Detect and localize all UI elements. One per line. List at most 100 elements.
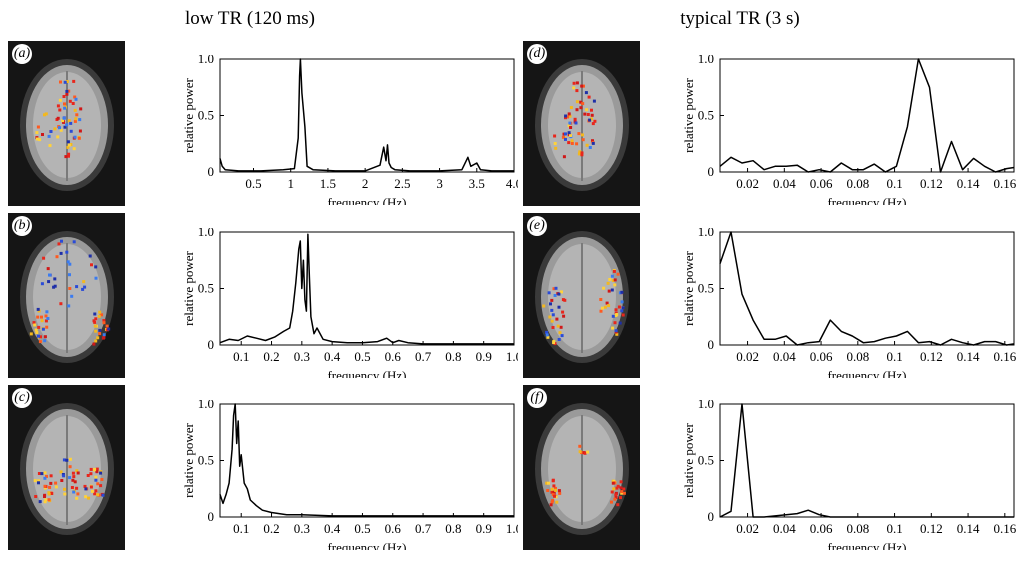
activation-voxel (98, 332, 102, 336)
activation-voxel (573, 117, 577, 121)
x-axis-label: frequency (Hz) (827, 540, 906, 550)
activation-voxel (559, 325, 563, 329)
activation-voxel (67, 89, 71, 93)
activation-voxel (65, 80, 69, 83)
activation-voxel (613, 321, 617, 325)
activation-voxel (557, 292, 561, 296)
activation-voxel (617, 305, 621, 309)
activation-voxel (591, 139, 594, 143)
activation-voxel (44, 319, 48, 323)
y-tick-label: 0.5 (698, 453, 714, 468)
activation-voxel (63, 106, 67, 110)
x-axis-label: frequency (Hz) (327, 195, 406, 205)
y-tick-label: 0.5 (198, 453, 214, 468)
activation-voxel (616, 503, 620, 507)
activation-voxel (94, 339, 98, 343)
spectrum-chart-f: 0 0.5 1.0 0.02 0.04 0.06 0.08 0.1 0.12 0.14 0.16 fr… (681, 396, 1017, 555)
activation-voxel (575, 142, 579, 146)
brain-scan-d: (d) (523, 41, 640, 206)
activation-voxel (572, 81, 576, 85)
activation-voxel (45, 310, 49, 314)
activation-voxel (550, 487, 554, 491)
activation-voxel (59, 302, 63, 306)
x-tick-label: 0.12 (920, 349, 943, 364)
activation-voxel (94, 276, 98, 280)
spectrum-series-line (719, 231, 1015, 346)
activation-voxel (94, 475, 98, 479)
x-tick-label: 0.9 (476, 521, 492, 536)
activation-voxel (588, 146, 592, 149)
activation-voxel (551, 478, 555, 482)
x-tick-label: 0.02 (736, 349, 759, 364)
activation-voxel (562, 155, 566, 159)
activation-voxel (62, 474, 66, 478)
activation-voxel (554, 146, 558, 150)
x-tick-label: 3.5 (469, 176, 485, 191)
activation-voxel (65, 92, 69, 96)
activation-voxel (75, 486, 79, 490)
activation-voxel (54, 485, 58, 489)
activation-voxel (553, 294, 557, 297)
activation-voxel (44, 498, 48, 502)
x-tick-label: 0.5 (354, 521, 370, 536)
activation-voxel (68, 273, 71, 277)
activation-voxel (102, 319, 106, 322)
activation-voxel (86, 474, 90, 477)
activation-voxel (607, 289, 611, 293)
activation-voxel (564, 137, 567, 141)
activation-voxel (62, 458, 66, 462)
activation-voxel (87, 496, 90, 500)
activation-voxel (545, 333, 549, 337)
spectrum-plot-c: 0 0.5 1.0 0.1 0.2 0.3 0.4 0.5 0.6 0.7 0.8 0.9 1.0 fre… (178, 396, 522, 555)
activation-voxel (616, 272, 620, 276)
activation-voxel (620, 491, 624, 495)
activation-voxel (68, 457, 72, 461)
x-tick-label: 0.06 (810, 521, 833, 536)
spectrum-plot-a: 0 0.5 1.0 0.5 1 1.5 2 2.5 3 3.5 4.0 frequency (Hz) r… (178, 51, 522, 210)
activation-voxel (602, 286, 606, 290)
activation-voxel (47, 498, 51, 502)
y-tick-label: 0 (708, 337, 715, 352)
activation-voxel (64, 155, 68, 159)
column-title-typical-tr: typical TR (3 s) (680, 8, 800, 29)
activation-voxel (599, 309, 603, 313)
activation-voxel (101, 336, 105, 340)
column-title-low-tr: low TR (120 ms) (184, 8, 315, 29)
activation-voxel (600, 306, 604, 310)
spectrum-series-line (219, 403, 514, 517)
activation-voxel (69, 129, 73, 133)
activation-voxel (567, 124, 571, 128)
activation-voxel (53, 284, 57, 288)
activation-voxel (550, 490, 554, 494)
activation-voxel (554, 495, 558, 499)
activation-voxel (70, 486, 74, 489)
activation-voxel (72, 475, 76, 479)
activation-voxel (101, 493, 105, 497)
panel-label-e: (e) (527, 216, 547, 236)
activation-voxel (555, 317, 559, 321)
activation-voxel (93, 324, 97, 328)
brain-image-f (535, 403, 629, 535)
x-axis-label: frequency (Hz) (827, 368, 906, 378)
y-tick-label: 1.0 (698, 55, 714, 66)
activation-voxel (95, 467, 99, 471)
activation-voxel (56, 104, 60, 108)
activation-voxel (581, 138, 585, 142)
activation-voxel (89, 485, 93, 489)
brain-scan-f: (f) (523, 385, 640, 550)
activation-voxel (558, 331, 562, 335)
activation-voxel (561, 298, 565, 302)
activation-voxel (89, 472, 93, 476)
activation-voxel (93, 492, 97, 496)
activation-voxel (54, 481, 58, 485)
activation-voxel (63, 102, 66, 106)
activation-voxel (63, 80, 67, 84)
activation-voxel (547, 291, 551, 295)
activation-voxel (580, 151, 584, 155)
y-tick-label: 0.5 (198, 108, 214, 123)
x-tick-label: 1.0 (506, 521, 518, 536)
activation-voxel (545, 481, 549, 485)
activation-voxel (33, 323, 37, 327)
activation-voxel (60, 239, 63, 243)
activation-voxel (557, 338, 561, 341)
